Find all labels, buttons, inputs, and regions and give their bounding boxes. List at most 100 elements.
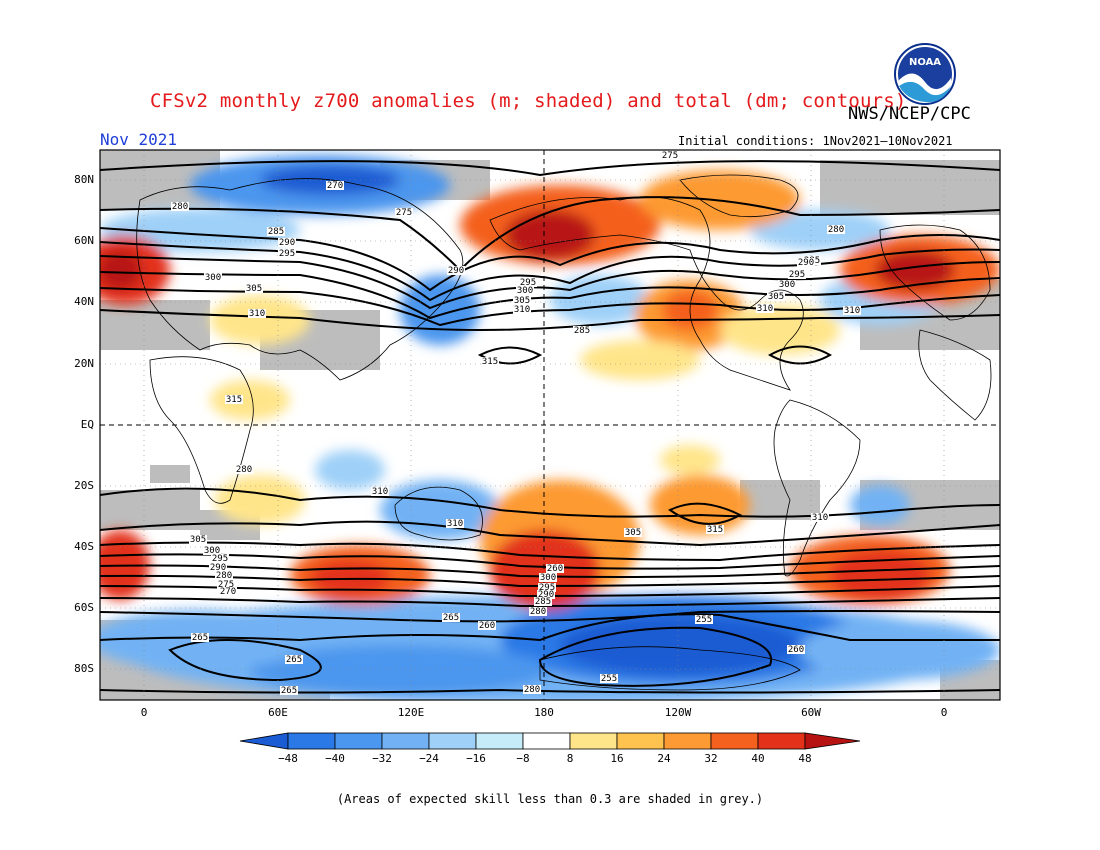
contour-label: 275 [217,580,235,590]
graticule [100,150,1000,700]
contour-label-text: 260 [547,564,563,574]
colorbar-tick-label: 16 [610,752,624,765]
contour-label-text: 300 [779,280,795,290]
contour-label-text: 305 [625,528,641,538]
contour-label: 270 [326,181,344,191]
anomaly-blobs [100,155,1000,700]
contour-label-text: 305 [190,535,206,545]
contour-label: 280 [529,607,547,617]
contour-label: 310 [371,487,389,497]
contour-label-text: 265 [286,655,302,665]
lat-label: 80N [74,173,94,186]
contour-label: 260 [787,645,805,655]
contour-label-text: 295 [279,249,295,259]
colorbar-tick-label: −24 [419,752,439,765]
contour-label-text: 275 [396,208,412,218]
lon-label: 60E [268,706,288,719]
lat-label: 80S [74,662,94,675]
lon-label: 120E [397,706,425,719]
contour-label-text: 290 [279,238,295,248]
contour-label-text: 270 [220,587,236,597]
colorbar-tick-label: −40 [325,752,345,765]
contour-label: 310 [446,519,464,529]
lat-label: EQ [80,418,94,431]
contour-label: 295 [278,249,296,259]
contour-label-text: 300 [517,286,533,296]
contour-label-text: 280 [530,607,546,617]
contour-label: 290 [447,266,465,276]
contour-label-text: 290 [448,266,464,276]
contour-label: 285 [267,227,285,237]
contour-label-text: 260 [788,645,804,655]
contour-label: 300 [539,573,557,583]
colorbar-tick-label: 8 [566,752,574,765]
colorbar-tick-label: 32 [704,752,718,765]
contour-label: 290 [278,238,296,248]
height-contours [100,160,1000,694]
colorbar-tick-label: 24 [657,752,671,765]
contour-label: 310 [248,309,266,319]
contour-label: 300 [778,280,796,290]
contour-label: 300 [204,273,222,283]
colorbar-cell [287,732,336,750]
colorbar-cells [239,732,861,750]
coastlines [136,174,992,691]
skill-footnote: (Areas of expected skill less than 0.3 a… [336,792,764,806]
contour-label: 270 [219,587,237,597]
contour-label-text: 260 [479,621,495,631]
contour-label: 285 [534,597,552,607]
chart-title: CFSv2 monthly z700 anomalies (m; shaded)… [150,90,907,112]
contour-label: 305 [189,535,207,545]
colorbar-cell [334,732,383,750]
contour-label: 290 [797,258,815,268]
contour-label: 255 [695,615,713,625]
contour-label-text: 310 [372,487,388,497]
contour-label-text: 305 [768,292,784,302]
contour-label-text: 280 [524,685,540,695]
initial-conditions: Initial conditions: 1Nov2021–10Nov2021 [678,134,953,148]
colorbar-arrow-high [804,732,861,750]
contour-label-text: 290 [210,563,226,573]
colorbar-tick-label: −8 [516,752,530,765]
contour-label-text: 315 [226,395,242,405]
contour-label-text: 285 [574,326,590,336]
lon-label: 60W [801,706,821,719]
colorbar-cell [381,732,430,750]
contour-label-text: 280 [172,202,188,212]
colorbar-cell [663,732,712,750]
contour-label: 260 [546,564,564,574]
contour-label-text: 265 [192,633,208,643]
lat-label: 20S [74,479,94,492]
contour-label: 295 [211,554,229,564]
contour-label-text: 285 [535,597,551,607]
contour-label: 275 [661,151,679,161]
contour-label: 280 [171,202,189,212]
colorbar-cell [710,732,759,750]
contour-labels: 2752702752802802852852902953003053103103… [171,151,861,696]
contour-label-text: 280 [828,225,844,235]
contour-label-text: 305 [514,296,530,306]
contour-label: 305 [245,284,263,294]
colorbar-cell [757,732,806,750]
contour-label-text: 295 [520,278,536,288]
colorbar-tick-label: −48 [278,752,298,765]
contour-label-text: 310 [514,305,530,315]
contour-label: 295 [788,270,806,280]
colorbar-cell [616,732,665,750]
contour-label-text: 295 [789,270,805,280]
contour-label: 280 [215,571,233,581]
contour-label-text: 255 [601,674,617,684]
contour-label-text: 265 [443,613,459,623]
lat-label: 40N [74,295,94,308]
noaa-logo: NOAA [894,43,956,105]
contour-label-text: 285 [268,227,284,237]
contour-label-text: 310 [844,306,860,316]
colorbar-cell [569,732,618,750]
contour-label: 315 [706,525,724,535]
contour-label: 260 [478,621,496,631]
contour-label: 255 [600,674,618,684]
contour-label: 310 [756,304,774,314]
contour-label: 310 [513,305,531,315]
colorbar-arrow-low [239,732,289,750]
lat-label: 60S [74,601,94,614]
